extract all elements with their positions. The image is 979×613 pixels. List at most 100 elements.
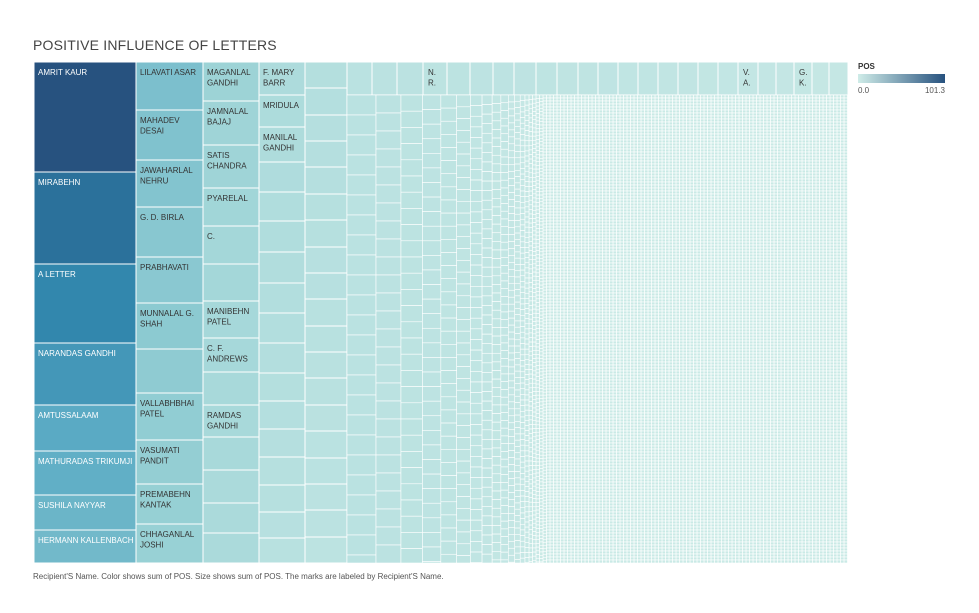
treemap-small-cell[interactable] [546,271,551,276]
treemap-small-cell[interactable] [609,478,614,483]
treemap-small-cell[interactable] [623,112,628,117]
treemap-small-cell[interactable] [560,484,565,489]
treemap-small-cell[interactable] [577,346,582,351]
treemap-small-cell[interactable] [532,432,537,438]
treemap-small-cell[interactable] [563,133,568,138]
treemap-small-cell[interactable] [574,517,579,522]
treemap-small-cell[interactable] [616,382,621,387]
treemap-small-cell[interactable] [602,517,607,522]
treemap-small-cell[interactable] [507,499,516,507]
treemap-small-cell[interactable] [602,445,607,450]
treemap-small-cell[interactable] [549,208,554,213]
treemap-small-cell[interactable] [605,514,610,519]
treemap-small-cell[interactable] [556,133,561,138]
treemap-small-cell[interactable] [581,457,586,462]
treemap-small-cell[interactable] [481,247,493,258]
treemap-small-cell[interactable] [612,178,617,183]
treemap-small-cell[interactable] [616,241,621,246]
treemap-small-cell[interactable] [567,400,572,405]
treemap-small-cell[interactable] [532,490,537,495]
treemap-small-cell[interactable] [546,205,551,210]
treemap-small-cell[interactable] [588,382,593,387]
treemap-small-cell[interactable] [528,543,533,549]
treemap-small-cell[interactable] [539,461,544,466]
treemap-small-cell[interactable] [539,494,544,499]
treemap-small-cell[interactable] [570,412,575,417]
treemap-small-cell[interactable] [616,457,621,462]
treemap-small-cell[interactable] [612,208,617,213]
treemap-small-cell[interactable] [524,181,530,187]
treemap-small-cell[interactable] [595,319,600,324]
treemap-small-cell[interactable] [570,460,575,465]
treemap-small-cell[interactable] [570,406,575,411]
treemap-small-cell[interactable] [560,136,565,141]
treemap-small-cell[interactable] [539,121,544,126]
treemap-small-cell[interactable] [574,97,579,102]
treemap-small-cell[interactable] [560,226,565,231]
treemap-small-cell[interactable] [524,277,530,284]
treemap-small-cell[interactable] [605,436,610,441]
treemap-small-cell[interactable] [623,223,628,228]
treemap-small-cell[interactable] [546,403,551,408]
treemap-small-cell[interactable] [588,109,593,114]
treemap-small-cell[interactable] [577,310,582,315]
treemap-small-cell[interactable] [563,403,568,408]
treemap-small-cell[interactable] [542,472,547,477]
treemap-small-cell[interactable] [598,484,603,489]
treemap-small-cell[interactable] [519,196,526,203]
treemap-small-cell[interactable] [574,463,579,468]
treemap-small-cell[interactable] [602,268,607,273]
treemap-small-cell[interactable] [546,427,551,432]
treemap-small-cell[interactable] [574,271,579,276]
treemap-small-cell[interactable] [560,313,565,318]
treemap-small-cell[interactable] [602,436,607,441]
treemap-small-cell[interactable] [560,148,565,153]
treemap-small-cell[interactable] [623,94,628,99]
treemap-small-cell[interactable] [588,484,593,489]
treemap-small-cell[interactable] [570,463,575,468]
treemap-small-cell[interactable] [556,511,561,516]
treemap-small-cell[interactable] [535,465,540,470]
treemap-small-cell[interactable] [556,379,561,384]
treemap-small-cell[interactable] [553,457,558,462]
treemap-small-cell[interactable] [570,493,575,498]
treemap-small-cell[interactable] [623,193,628,198]
treemap-small-cell[interactable] [598,187,603,192]
treemap-small-cell[interactable] [524,104,530,111]
treemap-small-cell[interactable] [539,391,544,396]
treemap-small-cell[interactable] [595,388,600,393]
treemap-small-cell[interactable] [549,361,554,366]
treemap-small-cell[interactable] [612,142,617,147]
treemap-small-cell[interactable] [539,444,544,449]
treemap-small-cell[interactable] [581,265,586,270]
treemap-small-cell[interactable] [546,211,551,216]
treemap-small-cell[interactable] [567,382,572,387]
treemap-small-cell[interactable] [440,475,457,489]
treemap-small-cell[interactable] [546,415,551,420]
treemap-small-cell[interactable] [519,247,526,254]
treemap-small-cell[interactable] [535,354,540,359]
treemap-small-cell[interactable] [591,370,596,375]
treemap-small-cell[interactable] [598,496,603,501]
treemap-small-cell[interactable] [581,499,586,504]
treemap-small-cell[interactable] [584,313,589,318]
treemap-small-cell[interactable] [563,328,568,333]
treemap-small-cell[interactable] [581,490,586,495]
treemap-small-cell[interactable] [598,529,603,534]
treemap-small-cell[interactable] [560,448,565,453]
treemap-small-cell[interactable] [514,207,521,215]
treemap-small-cell[interactable] [595,523,600,528]
treemap-small-cell[interactable] [456,378,471,391]
treemap-small-cell[interactable] [595,229,600,234]
treemap-small-cell[interactable] [560,409,565,414]
treemap-small-cell[interactable] [570,385,575,390]
treemap-small-cell[interactable] [619,556,624,561]
treemap-small-cell[interactable] [539,278,544,283]
treemap-small-cell[interactable] [546,430,551,435]
treemap-small-cell[interactable] [567,277,572,282]
treemap-small-cell[interactable] [556,454,561,459]
treemap-small-cell[interactable] [507,136,516,145]
treemap-small-cell[interactable] [500,389,509,398]
treemap-small-cell[interactable] [560,262,565,267]
treemap-small-cell[interactable] [560,145,565,150]
